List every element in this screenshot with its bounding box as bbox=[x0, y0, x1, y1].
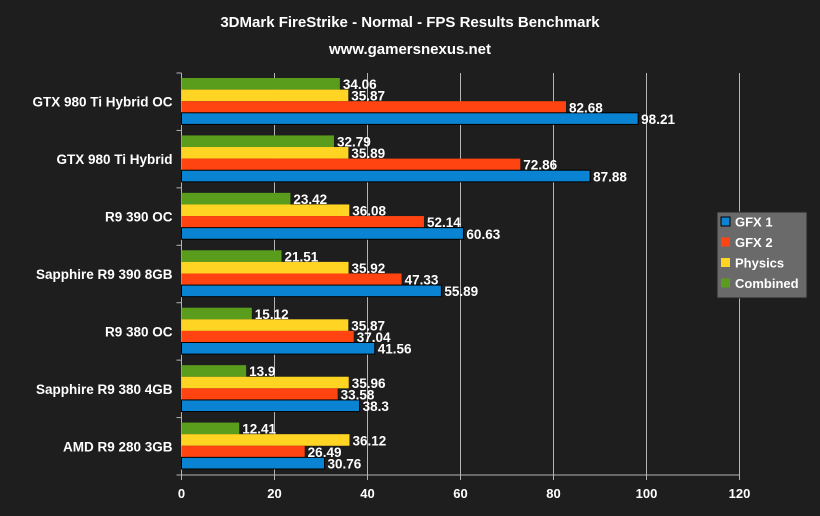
data-label: 98.21 bbox=[641, 112, 675, 127]
data-label: 21.51 bbox=[285, 249, 319, 264]
bar-gfx-2 bbox=[181, 445, 305, 458]
data-label: 38.3 bbox=[363, 399, 390, 414]
bar-combined bbox=[181, 135, 334, 148]
bar-gfx-2 bbox=[181, 273, 402, 286]
data-label: 35.89 bbox=[351, 146, 385, 161]
legend-swatch bbox=[721, 237, 730, 247]
bar-gfx-2 bbox=[181, 330, 354, 343]
data-label: 33.58 bbox=[341, 387, 375, 402]
data-label: 55.89 bbox=[444, 284, 478, 299]
data-label: 36.08 bbox=[352, 204, 386, 219]
x-tick-label: 80 bbox=[546, 486, 560, 501]
category-label: GTX 980 Ti Hybrid OC bbox=[32, 95, 172, 110]
bar-gfx-1 bbox=[181, 342, 376, 355]
bar-gfx-2 bbox=[181, 101, 566, 113]
category-label: R9 390 OC bbox=[105, 210, 173, 225]
bar-gfx-1 bbox=[181, 112, 639, 125]
legend-label: GFX 2 bbox=[735, 235, 773, 250]
data-label: 82.68 bbox=[569, 100, 603, 115]
x-tick-label: 40 bbox=[360, 486, 374, 501]
bar-gfx-2 bbox=[181, 158, 521, 171]
bar-gfx-1 bbox=[181, 284, 442, 298]
x-tick-label: 60 bbox=[453, 486, 467, 501]
data-label: 15.12 bbox=[255, 307, 289, 322]
bar-physics bbox=[181, 89, 349, 102]
chart-title: 3DMark FireStrike - Normal - FPS Results… bbox=[220, 14, 600, 31]
bar-gfx-1 bbox=[181, 456, 326, 470]
data-label: 32.79 bbox=[337, 135, 371, 150]
legend-label: Combined bbox=[735, 276, 799, 291]
bar-gfx-1 bbox=[181, 399, 361, 413]
data-label: 37.04 bbox=[357, 330, 391, 345]
category-label: R9 380 OC bbox=[105, 324, 173, 339]
data-label: 35.92 bbox=[352, 261, 386, 276]
legend: GFX 1 GFX 2 Physics Combined bbox=[716, 211, 808, 299]
data-label: 13.9 bbox=[249, 364, 275, 379]
bar-gfx-2 bbox=[181, 216, 424, 228]
bar-gfx-1 bbox=[181, 227, 464, 240]
bar-physics bbox=[181, 147, 349, 159]
data-label: 35.87 bbox=[351, 318, 385, 333]
legend-label: GFX 1 bbox=[735, 215, 773, 230]
x-tick-label: 120 bbox=[729, 486, 751, 501]
legend-box bbox=[716, 211, 808, 299]
bar-combined bbox=[181, 365, 247, 377]
bar-physics bbox=[181, 376, 349, 389]
bar-gfx-2 bbox=[181, 388, 338, 400]
data-label: 41.56 bbox=[378, 342, 412, 357]
bar-combined bbox=[181, 422, 240, 435]
data-label: 60.63 bbox=[466, 227, 500, 242]
data-label: 52.14 bbox=[427, 215, 461, 230]
bar-combined bbox=[181, 192, 291, 205]
bar-physics bbox=[181, 204, 350, 217]
legend-swatch bbox=[721, 258, 730, 267]
data-label: 47.33 bbox=[405, 273, 439, 288]
data-label: 72.86 bbox=[523, 158, 557, 173]
legend-label: Physics bbox=[735, 256, 784, 271]
bar-gfx-1 bbox=[181, 169, 591, 183]
data-label: 30.76 bbox=[328, 456, 362, 471]
data-label: 12.41 bbox=[242, 422, 276, 437]
category-label: AMD R9 280 3GB bbox=[63, 439, 173, 454]
x-tick-label: 20 bbox=[267, 486, 281, 501]
category-label: Sapphire R9 380 4GB bbox=[36, 382, 173, 397]
data-label: 35.96 bbox=[352, 376, 386, 391]
bar-combined bbox=[181, 78, 340, 90]
chart-subtitle: www.gamersnexus.net bbox=[328, 41, 491, 58]
category-label: GTX 980 Ti Hybrid bbox=[56, 152, 172, 167]
data-label: 87.88 bbox=[593, 169, 627, 184]
data-label: 35.87 bbox=[351, 89, 385, 104]
legend-swatch bbox=[720, 216, 731, 227]
x-tick-label: 100 bbox=[636, 486, 658, 501]
bar-physics bbox=[181, 434, 350, 446]
bar-physics bbox=[181, 261, 349, 274]
bar-physics bbox=[181, 319, 349, 331]
data-label: 34.06 bbox=[343, 77, 377, 92]
data-label: 23.42 bbox=[293, 192, 327, 207]
category-label: Sapphire R9 390 8GB bbox=[36, 267, 173, 282]
data-label: 36.12 bbox=[352, 433, 386, 448]
legend-swatch bbox=[721, 278, 730, 288]
data-label: 26.49 bbox=[308, 445, 342, 460]
bar-combined bbox=[181, 307, 252, 320]
x-tick-label: 0 bbox=[178, 486, 185, 501]
bar-combined bbox=[181, 250, 282, 262]
